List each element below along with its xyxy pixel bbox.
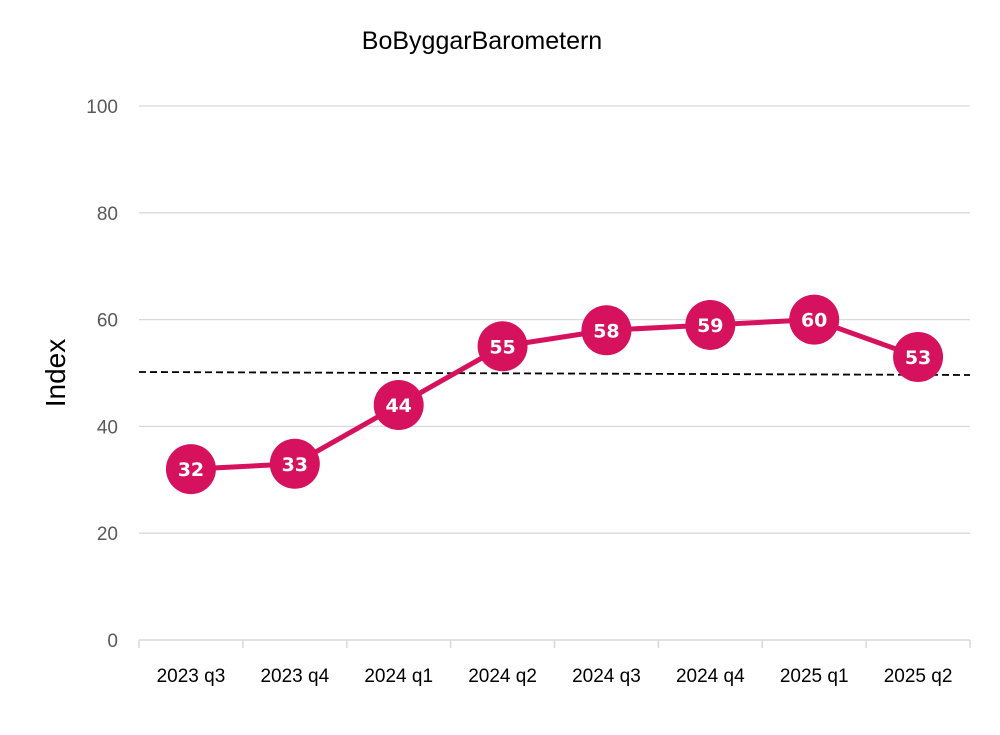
x-axis bbox=[138, 639, 971, 648]
data-label: 55 bbox=[489, 336, 515, 358]
y-tick-label: 40 bbox=[97, 417, 118, 438]
x-tick-label: 2025 q2 bbox=[884, 666, 953, 687]
data-label: 59 bbox=[697, 315, 723, 337]
data-point bbox=[477, 321, 528, 372]
chart-title: BoByggarBarometern bbox=[362, 27, 602, 55]
y-axis-ticks: 0 20 40 60 80 100 bbox=[86, 97, 118, 652]
gridlines bbox=[139, 105, 970, 534]
x-tick-label: 2024 q1 bbox=[364, 666, 433, 687]
data-label: 32 bbox=[178, 459, 204, 481]
reference-line-group bbox=[138, 371, 971, 376]
data-label: 33 bbox=[282, 454, 308, 476]
data-point bbox=[581, 305, 632, 356]
data-point bbox=[269, 438, 320, 489]
y-tick-label: 0 bbox=[107, 631, 118, 652]
x-axis-ticks: 2023 q3 2023 q4 2024 q1 2024 q2 2024 q3 2024 … bbox=[157, 666, 953, 687]
markers-group: 32 33 44 55 58 59 60 53 bbox=[165, 294, 944, 495]
data-label: 58 bbox=[593, 320, 619, 342]
y-axis-label: Index bbox=[40, 339, 71, 408]
data-point bbox=[373, 380, 424, 431]
data-label: 60 bbox=[801, 310, 827, 332]
x-tick-label: 2023 q4 bbox=[260, 666, 329, 687]
x-tick-label: 2024 q4 bbox=[676, 666, 745, 687]
data-point bbox=[165, 444, 216, 495]
y-tick-label: 100 bbox=[86, 97, 118, 118]
y-tick-label: 60 bbox=[97, 311, 118, 332]
y-tick-label: 20 bbox=[97, 524, 118, 545]
data-point bbox=[685, 299, 736, 350]
x-tick-label: 2023 q3 bbox=[157, 666, 226, 687]
data-point bbox=[789, 294, 840, 345]
data-label: 53 bbox=[905, 347, 931, 369]
x-tick-label: 2025 q1 bbox=[780, 666, 849, 687]
reference-line bbox=[138, 371, 971, 376]
data-label: 44 bbox=[385, 395, 411, 417]
y-tick-label: 80 bbox=[97, 204, 118, 225]
x-tick-label: 2024 q3 bbox=[572, 666, 641, 687]
data-point bbox=[893, 331, 944, 382]
x-tick-label: 2024 q2 bbox=[468, 666, 537, 687]
